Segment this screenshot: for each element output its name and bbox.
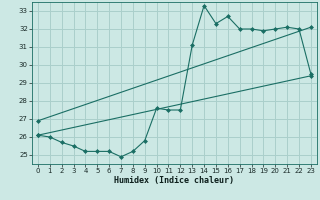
X-axis label: Humidex (Indice chaleur): Humidex (Indice chaleur): [115, 176, 234, 185]
